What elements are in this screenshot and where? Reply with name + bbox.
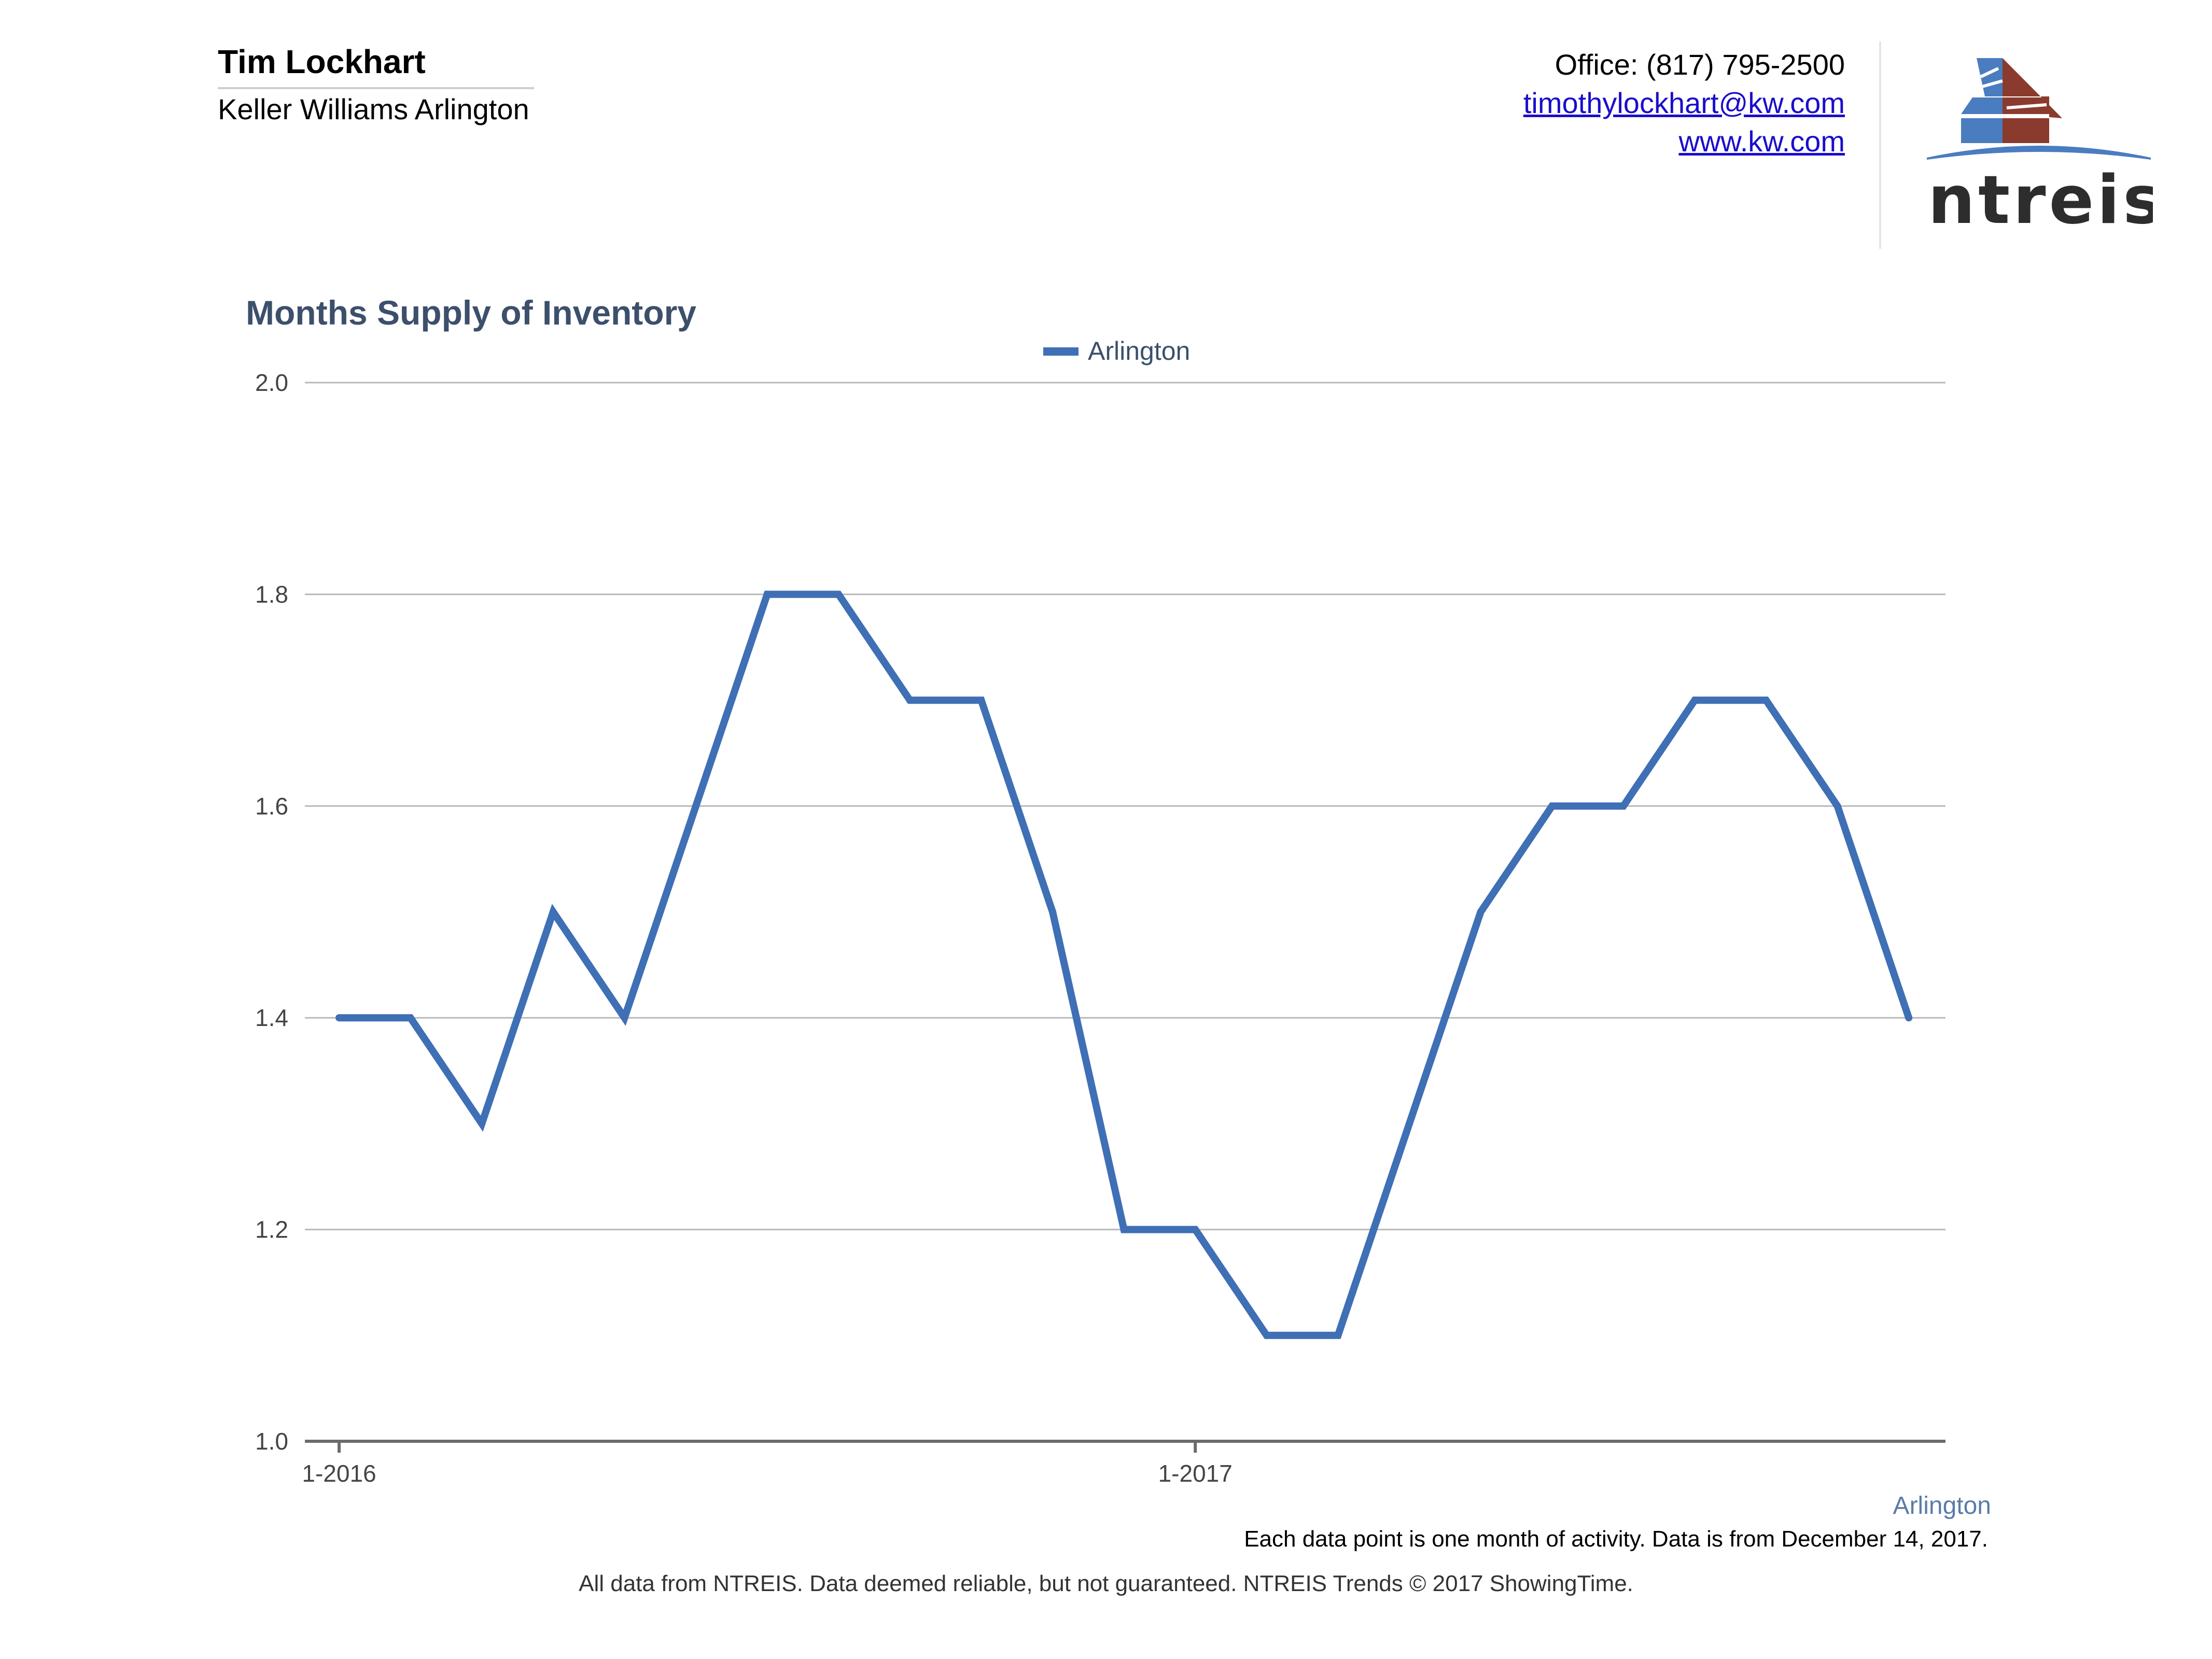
y-tick-label: 1.4 — [255, 1004, 288, 1031]
data-point — [906, 696, 914, 704]
series-group — [335, 591, 1913, 1339]
data-point — [1406, 1120, 1413, 1128]
data-point — [478, 1120, 486, 1128]
agent-company: Keller Williams Arlington — [218, 93, 529, 125]
legend-label: Arlington — [1088, 336, 1190, 365]
data-point — [692, 802, 699, 810]
gridlines — [305, 382, 1945, 1231]
y-axis-labels: 2.0 1.8 1.6 1.4 1.2 1.0 — [255, 369, 288, 1455]
footer-disclaimer: All data from NTREIS. Data deemed reliab… — [579, 1571, 1633, 1596]
data-point — [1120, 1226, 1128, 1233]
x-tick-label: 1-2017 — [1158, 1460, 1233, 1487]
data-point — [1477, 908, 1485, 916]
data-point — [1762, 696, 1770, 704]
data-point — [1548, 802, 1556, 810]
legend: Arlington — [1043, 336, 1190, 365]
data-point — [1905, 1014, 1913, 1022]
y-tick-label: 2.0 — [255, 369, 288, 396]
y-tick-label: 1.2 — [255, 1216, 288, 1243]
data-point — [1691, 696, 1699, 704]
agent-divider — [218, 87, 534, 89]
data-point — [335, 1014, 343, 1022]
contact-block: Office: (817) 795-2500 timothylockhart@k… — [1523, 46, 1845, 161]
office-phone: Office: (817) 795-2500 — [1555, 48, 1845, 81]
data-point — [1263, 1331, 1270, 1339]
y-tick-label: 1.0 — [255, 1428, 288, 1455]
data-point — [977, 696, 985, 704]
series-line-arlington — [339, 591, 1912, 1339]
data-point — [621, 1014, 628, 1022]
legend-swatch — [1043, 347, 1079, 356]
y-tick-label: 1.6 — [255, 793, 288, 820]
data-point — [1619, 802, 1627, 810]
data-point — [835, 591, 843, 598]
data-point — [763, 591, 771, 598]
data-point — [1049, 908, 1056, 916]
x-axis: 1-2016 1-2017 — [302, 1440, 1945, 1487]
logo-text: ntreis — [1928, 162, 2153, 232]
email-link[interactable]: timothylockhart@kw.com — [1523, 87, 1845, 119]
data-point — [407, 1014, 414, 1022]
data-point — [1334, 1331, 1342, 1339]
website-link[interactable]: www.kw.com — [1678, 125, 1845, 158]
source-label: Arlington — [1893, 1492, 1991, 1520]
data-point — [1192, 1226, 1199, 1233]
agent-name: Tim Lockhart — [218, 43, 426, 80]
data-note: Each data point is one month of activity… — [1244, 1526, 1988, 1552]
y-tick-label: 1.8 — [255, 581, 288, 608]
data-point — [1833, 802, 1841, 810]
header-divider — [1879, 41, 1881, 249]
data-point — [549, 908, 557, 916]
x-tick-label: 1-2016 — [302, 1460, 376, 1487]
ntreis-logo: ntreis — [1925, 56, 2162, 239]
chart-title: Months Supply of Inventory — [246, 293, 696, 332]
